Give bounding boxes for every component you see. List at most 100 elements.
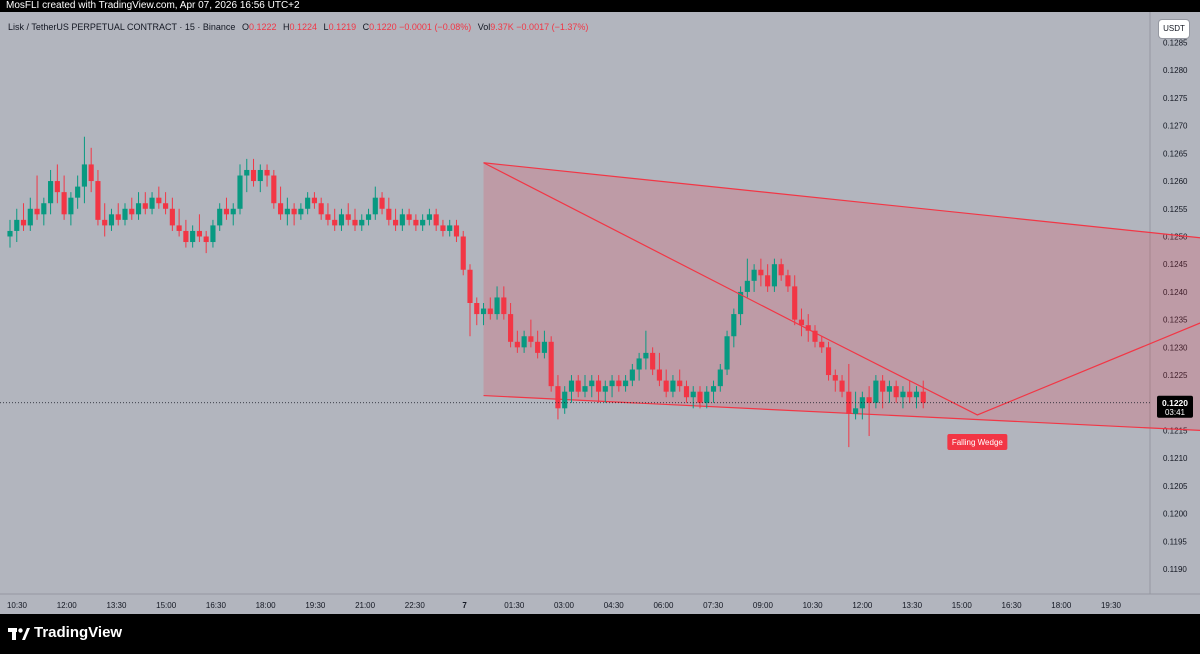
candle-body <box>758 269 764 276</box>
x-tick-label: 03:00 <box>554 601 575 610</box>
x-tick-label: 10:30 <box>7 601 28 610</box>
candle-body <box>609 380 615 387</box>
candle-body <box>122 208 128 220</box>
candle-body <box>365 214 372 220</box>
x-tick-label: 19:30 <box>1101 601 1122 610</box>
candle-body <box>135 203 142 215</box>
candle-body <box>792 286 798 320</box>
candle-body <box>156 197 162 204</box>
candle-body <box>616 380 622 387</box>
candle-body <box>765 275 771 287</box>
candle-body <box>805 325 811 331</box>
candle-body <box>250 169 257 182</box>
x-tick-label: 13:30 <box>902 601 923 610</box>
y-tick-label: 0.1275 <box>1163 94 1188 103</box>
candle-body <box>81 164 87 187</box>
x-tick-label: 04:30 <box>604 601 625 610</box>
chart-area[interactable]: 0.1285 0.1280 0.1275 0.1270 0.1265 0.1260 0.12… <box>0 12 1200 614</box>
candle-body <box>575 380 581 392</box>
y-tick-label: 0.1190 <box>1163 565 1187 574</box>
x-tick-label: 10:30 <box>803 601 824 610</box>
candle-body <box>514 341 520 348</box>
x-tick-label: 15:00 <box>156 601 177 610</box>
candle-body <box>738 291 744 315</box>
candle-body <box>474 303 480 315</box>
candle-body <box>325 214 331 220</box>
open-label: O <box>241 22 249 32</box>
currency-button[interactable]: USDT <box>1159 20 1189 38</box>
candle-body <box>920 391 926 403</box>
candle-body <box>34 208 40 215</box>
candle-body <box>305 197 311 209</box>
tradingview-logo-icon <box>8 628 30 640</box>
candle-body <box>508 314 514 342</box>
candle-body <box>223 208 230 215</box>
candle-body <box>643 352 649 359</box>
y-tick-label: 0.1210 <box>1163 454 1188 463</box>
candle-body <box>602 386 608 392</box>
vol-label: Vol <box>477 22 491 32</box>
y-tick-label: 0.1245 <box>1163 260 1188 269</box>
candle-body <box>568 380 575 392</box>
symbol-title[interactable]: Lisk / TetherUS PERPETUAL CONTRACT · 15 … <box>8 22 236 32</box>
candle-body <box>149 197 155 209</box>
candle-body <box>433 214 439 226</box>
x-tick-label: 18:00 <box>1051 601 1072 610</box>
tradingview-brand: TradingView <box>34 624 123 641</box>
candle-body <box>311 197 317 204</box>
candle-body <box>75 186 81 198</box>
candle-body <box>825 347 832 376</box>
falling-wedge-label: Falling Wedge <box>952 438 1004 447</box>
candle-body <box>108 214 115 226</box>
candle-body <box>183 230 189 243</box>
candle-body <box>771 264 777 287</box>
y-tick-label: 0.1235 <box>1163 316 1188 325</box>
credit-bar: MosFLI created with TradingView.com, Apr… <box>0 0 1200 12</box>
candle-body <box>541 341 547 353</box>
candle-body <box>257 169 263 182</box>
y-tick-label: 0.1200 <box>1163 510 1188 519</box>
candle-body <box>352 219 358 226</box>
candle-body <box>636 358 642 370</box>
candle-body <box>880 380 886 392</box>
candle-body <box>494 297 500 315</box>
candle-body <box>420 219 426 226</box>
candle-body <box>704 391 710 403</box>
falling-wedge-label-box <box>947 433 1008 450</box>
candle-body <box>142 203 148 209</box>
candle-body <box>413 219 419 226</box>
candle-body <box>318 203 324 215</box>
candle-body <box>68 197 74 215</box>
candle-body <box>393 219 399 226</box>
candle-body <box>650 352 656 370</box>
y-tick-label: 0.1255 <box>1163 205 1188 214</box>
price-chart[interactable]: 0.1285 0.1280 0.1275 0.1270 0.1265 0.1260 0.12… <box>0 12 1200 614</box>
candle-body <box>447 225 453 231</box>
close-value: 0.1220 <box>369 22 397 32</box>
candle-body <box>629 369 635 381</box>
candle-body <box>535 341 541 353</box>
candle-body <box>291 208 297 215</box>
candle-body <box>230 208 236 215</box>
candle-body <box>724 336 730 370</box>
candle-body <box>372 197 378 215</box>
candle-body <box>562 391 568 409</box>
x-tick-label: 19:30 <box>305 601 326 610</box>
candle-body <box>345 214 351 220</box>
candle-body <box>595 380 602 392</box>
change-value: −0.0001 (−0.08%) <box>399 22 472 32</box>
bar-countdown: 03:41 <box>1165 408 1186 417</box>
credit-text: MosFLI created with TradingView.com, Apr… <box>6 0 300 11</box>
vol-change-value: −0.0017 (−1.37%) <box>516 22 589 32</box>
high-label: H <box>283 22 290 32</box>
falling-wedge-area <box>483 162 1200 431</box>
candle-body <box>210 225 216 243</box>
candle-body <box>271 175 277 204</box>
candle-body <box>866 397 872 403</box>
x-tick-label: 22:30 <box>405 601 426 610</box>
candle-body <box>237 175 243 209</box>
vol-value: 9.37K <box>490 22 514 32</box>
candle-body <box>27 208 33 226</box>
candle-body <box>907 391 913 398</box>
